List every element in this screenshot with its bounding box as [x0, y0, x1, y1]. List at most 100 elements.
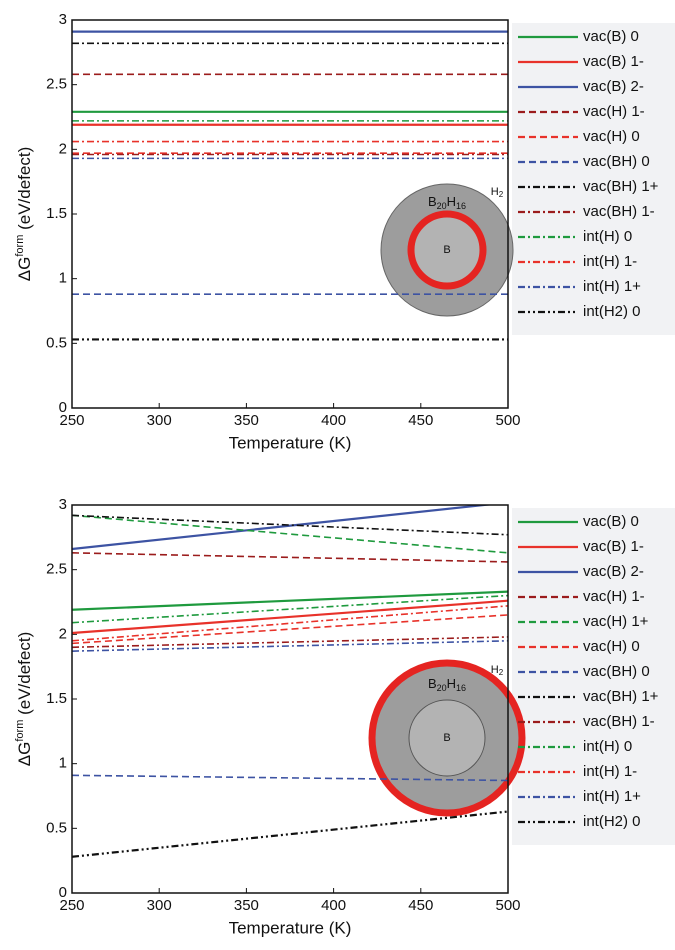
legend-background [512, 23, 675, 335]
y-axis-label: ΔGform (eV/defect) [14, 147, 35, 281]
legend-label: vac(B) 2- [583, 563, 644, 580]
series-group [72, 30, 508, 341]
legend-label: vac(H) 0 [583, 128, 640, 145]
y-tick-label: 1 [59, 755, 67, 772]
legend-label: vac(BH) 1+ [583, 178, 659, 195]
x-tick-label: 450 [408, 897, 433, 914]
inset-core-label: B [443, 732, 450, 744]
inset-gas-part: 2 [499, 668, 504, 677]
legend-label: vac(B) 0 [583, 513, 639, 530]
x-tick-label: 350 [234, 897, 259, 914]
plot-frame [71, 19, 509, 409]
legend-background [512, 508, 675, 845]
legend-label: int(H) 1+ [583, 788, 641, 805]
x-tick-label: 450 [408, 412, 433, 429]
legend-label: vac(BH) 0 [583, 153, 650, 170]
y-tick-label: 0.5 [46, 334, 67, 351]
legend-label: vac(BH) 1- [583, 203, 655, 220]
series-line [72, 605, 508, 642]
inset-shell-label-part: 16 [456, 683, 466, 693]
y-axis-label-sup: form [14, 235, 26, 257]
x-tick-label: 350 [234, 412, 259, 429]
legend-label: int(H) 0 [583, 228, 632, 245]
inset-gas-part: 2 [499, 190, 504, 199]
y-tick-label: 1 [59, 270, 67, 287]
x-tick-label: 500 [495, 897, 520, 914]
y-axis-label-part: ΔG [15, 257, 34, 282]
series-line [72, 594, 508, 624]
x-tick-label: 500 [495, 412, 520, 429]
y-axis-label: ΔGform (eV/defect) [14, 632, 35, 766]
y-axis-label-part: (eV/defect) [15, 147, 34, 235]
series-line [72, 514, 508, 536]
y-tick-label: 0.5 [46, 819, 67, 836]
series-group [72, 505, 508, 858]
series-line [72, 774, 508, 782]
legend-label: int(H) 1+ [583, 278, 641, 295]
series-line [72, 505, 495, 551]
y-axis-label-part: ΔG [15, 742, 34, 767]
series-line [72, 810, 508, 858]
series-line [72, 590, 508, 611]
inset-core [408, 699, 486, 777]
inset-shell-label-part: 20 [437, 201, 447, 211]
y-tick-label: 3 [59, 11, 67, 28]
inset-gas-label: H2 [491, 186, 504, 199]
y-tick-label: 0 [59, 884, 67, 901]
y-tick-label: 0 [59, 399, 67, 416]
x-tick-label: 400 [321, 412, 346, 429]
inset-shell-label: B20H16 [428, 676, 466, 693]
series-line [72, 640, 508, 652]
y-axis-label-part: (eV/defect) [15, 632, 34, 720]
x-axis-label: Temperature (K) [229, 433, 352, 452]
legend-label: int(H) 0 [583, 738, 632, 755]
legend-label: vac(H) 1- [583, 588, 645, 605]
legend-label: vac(BH) 1+ [583, 688, 659, 705]
inset-core-label: B [443, 244, 450, 256]
inset-shell-label: B20H16 [428, 194, 466, 211]
chart: 0 0.5 1 1.5 2 2.5 3 250 300 350 400 450 500 Temperatu… [14, 496, 675, 937]
legend-label: vac(B) 1- [583, 53, 644, 70]
inset-core [407, 210, 487, 290]
inset-shell-label-part: B [428, 676, 437, 691]
y-tick-label: 2.5 [46, 561, 67, 578]
inset-shell-label-part: B [428, 194, 437, 209]
series-line [72, 552, 508, 563]
legend-label: int(H2) 0 [583, 813, 641, 830]
plot-frame [71, 504, 509, 894]
legend-label: int(H) 1- [583, 763, 637, 780]
legend-label: vac(B) 2- [583, 78, 644, 95]
legend-label: vac(BH) 1- [583, 713, 655, 730]
inset-gas-label: H2 [491, 664, 504, 677]
series-line [72, 514, 508, 554]
legend-label: vac(B) 0 [583, 28, 639, 45]
x-tick-label: 250 [59, 412, 84, 429]
legend-label: int(H) 1- [583, 253, 637, 270]
inset-shell-label-part: 16 [456, 201, 466, 211]
x-tick-label: 250 [59, 897, 84, 914]
chart: 0 0.5 1 1.5 2 2.5 3 250 300 350 400 450 500 Temperatu… [14, 11, 675, 452]
legend-label: int(H2) 0 [583, 303, 641, 320]
inset-gas-part: H [491, 664, 499, 676]
y-tick-label: 1.5 [46, 690, 67, 707]
x-axis-label: Temperature (K) [229, 918, 352, 937]
y-tick-label: 3 [59, 496, 67, 513]
legend-label: vac(H) 1- [583, 103, 645, 120]
series-line [72, 614, 508, 645]
legend-label: vac(B) 1- [583, 538, 644, 555]
inset-shell-label-part: H [447, 194, 456, 209]
legend-label: vac(BH) 0 [583, 663, 650, 680]
y-tick-label: 2 [59, 625, 67, 642]
x-tick-label: 300 [147, 412, 172, 429]
y-tick-label: 2.5 [46, 76, 67, 93]
x-tick-label: 300 [147, 897, 172, 914]
y-tick-label: 1.5 [46, 205, 67, 222]
series-line [72, 636, 508, 649]
legend-label: vac(H) 1+ [583, 613, 649, 630]
inset-gas-part: H [491, 186, 499, 198]
y-axis-label-sup: form [14, 720, 26, 742]
y-tick-label: 2 [59, 140, 67, 157]
inset-shell-label-part: H [447, 676, 456, 691]
x-tick-label: 400 [321, 897, 346, 914]
